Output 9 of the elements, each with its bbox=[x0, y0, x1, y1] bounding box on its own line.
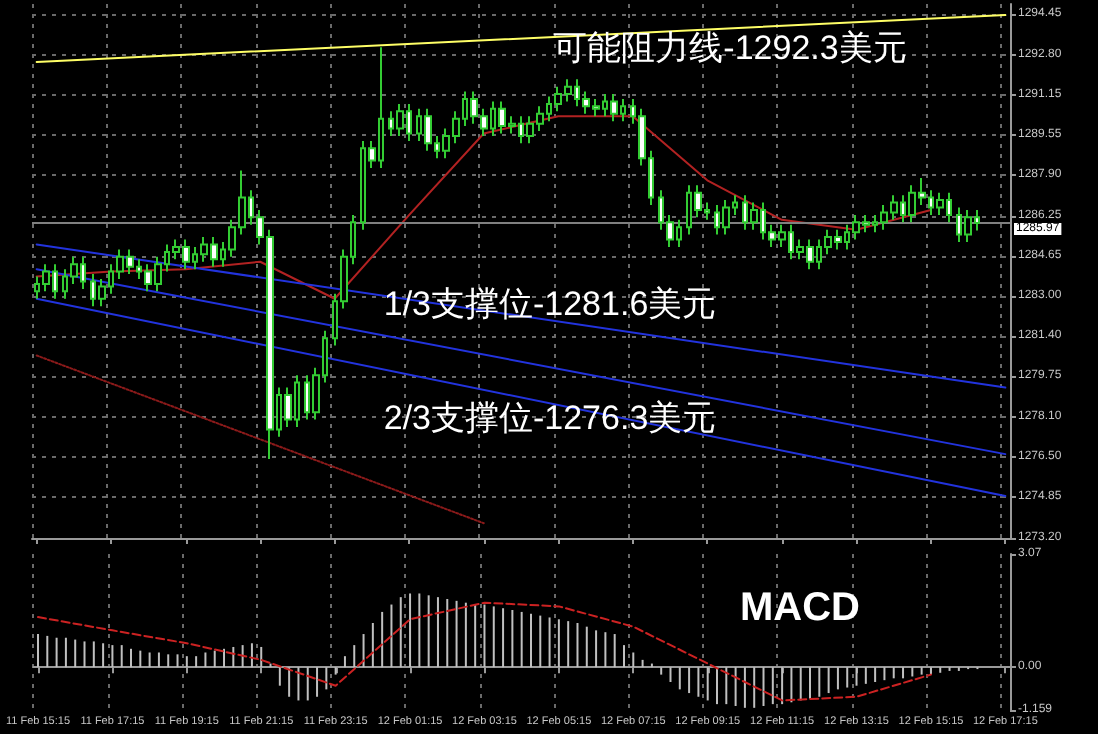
candlestick bbox=[610, 93, 618, 123]
candlestick bbox=[936, 191, 944, 216]
candlestick bbox=[42, 263, 50, 293]
candlestick bbox=[722, 199, 730, 236]
candlestick bbox=[964, 208, 972, 244]
annotation: MACD bbox=[740, 586, 860, 630]
candlestick bbox=[396, 102, 404, 137]
annotation: 可能阻力线-1292.3美元 bbox=[553, 29, 907, 67]
candlestick bbox=[424, 107, 432, 152]
